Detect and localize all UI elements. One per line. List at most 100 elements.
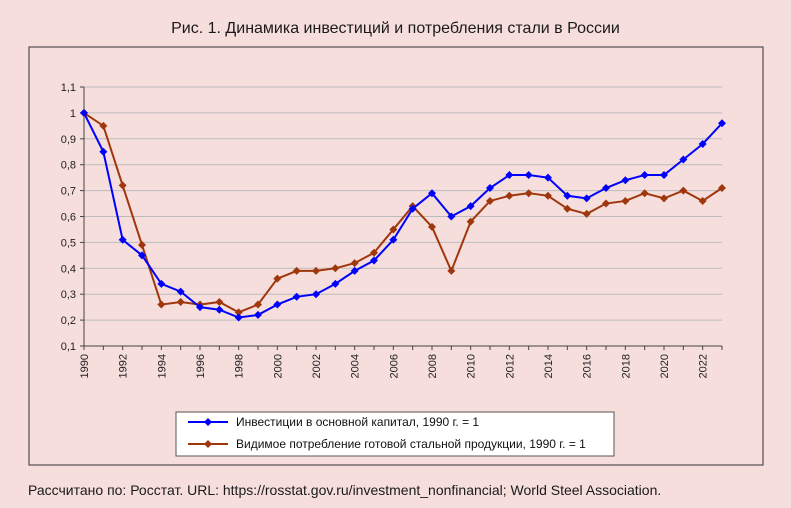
x-tick-label: 1996 [195, 354, 207, 378]
data-point [408, 204, 417, 213]
data-point [157, 279, 166, 288]
data-point [312, 266, 320, 275]
data-point [254, 300, 262, 309]
data-point [118, 235, 127, 244]
chart-frame [28, 46, 764, 466]
data-point [176, 297, 185, 306]
x-tick-label: 2008 [427, 354, 439, 378]
y-tick-label: 1,1 [61, 82, 76, 94]
data-point [80, 108, 88, 117]
x-tick-label: 2016 [582, 354, 594, 378]
data-point [698, 196, 707, 205]
data-point [486, 196, 494, 205]
data-point [505, 191, 514, 200]
line-chart: 0,1 0,2 0,3 0,4 0,5 0,6 0,7 0,8 0,9 1 1,1 1990 1992… [28, 46, 764, 466]
data-point [718, 119, 726, 128]
y-tick-label: 0,9 [61, 134, 76, 146]
data-point [389, 225, 398, 234]
data-point [602, 184, 610, 193]
legend-marker [204, 440, 212, 448]
y-tick-label: 0,5 [61, 237, 76, 249]
data-point [331, 264, 340, 273]
data-point [524, 189, 533, 198]
x-tick-label: 1990 [79, 354, 91, 378]
y-tick-label: 0,4 [61, 263, 76, 275]
data-point [215, 297, 224, 306]
data-point [447, 266, 456, 275]
data-point [563, 191, 572, 200]
data-point [292, 266, 301, 275]
data-point [621, 176, 630, 185]
data-point [428, 222, 436, 231]
data-point [312, 290, 320, 299]
x-tick-label: 2018 [620, 354, 632, 378]
data-point [679, 155, 688, 164]
y-tick-label: 0,2 [61, 315, 76, 327]
data-point [99, 121, 108, 130]
data-point [466, 202, 475, 211]
data-point [544, 173, 552, 182]
data-point [428, 189, 436, 198]
data-point [254, 310, 262, 319]
data-point [370, 248, 378, 257]
x-tick-label: 2004 [350, 354, 362, 378]
data-point [466, 217, 475, 226]
legend-box [175, 411, 615, 457]
y-tick-label: 0,7 [61, 186, 76, 198]
data-point [273, 300, 282, 309]
data-point [544, 191, 552, 200]
data-point [138, 251, 146, 260]
data-point [718, 184, 726, 193]
series-lines [80, 108, 726, 322]
x-tick-label: 2022 [698, 354, 710, 378]
data-point [660, 171, 668, 180]
x-tick-label: 2000 [272, 354, 284, 378]
data-point [350, 266, 359, 275]
data-point [138, 240, 146, 249]
data-point [273, 274, 282, 283]
series-line-0 [83, 112, 723, 319]
y-tick-label: 0,1 [61, 341, 76, 353]
data-point [563, 204, 572, 213]
data-point [370, 256, 378, 265]
data-point [698, 139, 707, 148]
x-tick-label: 2002 [311, 354, 323, 378]
x-tick-label: 2020 [659, 354, 671, 378]
chart-title: Рис. 1. Динамика инвестиций и потреблени… [171, 20, 620, 37]
x-tick-label: 2006 [388, 354, 400, 378]
y-tick-labels: 0,1 0,2 0,3 0,4 0,5 0,6 0,7 0,8 0,9 1 1,1 [61, 82, 76, 353]
data-point [196, 303, 204, 312]
data-point [331, 279, 340, 288]
x-tick-labels: 1990 1992 1994 1996 1998 2000 2002 2004 2006 2008… [79, 354, 710, 378]
y-tick-label: 0,3 [61, 289, 76, 301]
data-point [447, 212, 456, 221]
y-tick-label: 1 [70, 108, 76, 120]
data-point [640, 189, 649, 198]
legend-label: Видимое потребление готовой стальной про… [236, 437, 586, 451]
x-tick-label: 2014 [543, 354, 555, 378]
data-point [215, 305, 224, 314]
series-line-1 [83, 112, 723, 314]
data-point [486, 184, 494, 193]
data-point [176, 287, 185, 296]
source-note: Рассчитано по: Росстат. URL: https://ros… [28, 482, 662, 498]
x-tick-label: 2010 [466, 354, 478, 378]
data-point [234, 313, 243, 322]
data-point [234, 308, 243, 317]
legend: Инвестиции в основной капитал, 1990 г. =… [175, 411, 615, 457]
data-point [350, 259, 359, 268]
data-point [660, 194, 668, 203]
legend-label: Инвестиции в основной капитал, 1990 г. =… [236, 415, 479, 429]
data-point [582, 209, 591, 218]
data-point [157, 300, 166, 309]
x-tick-label: 1998 [234, 354, 246, 378]
data-point [679, 186, 688, 195]
y-tick-label: 0,8 [61, 160, 76, 172]
data-point [602, 199, 610, 208]
y-tick-label: 0,6 [61, 212, 76, 224]
data-point [621, 196, 630, 205]
legend-marker [204, 418, 212, 426]
x-tick-label: 1992 [118, 354, 130, 378]
x-tick-label: 2012 [504, 354, 516, 378]
data-point [582, 194, 591, 203]
